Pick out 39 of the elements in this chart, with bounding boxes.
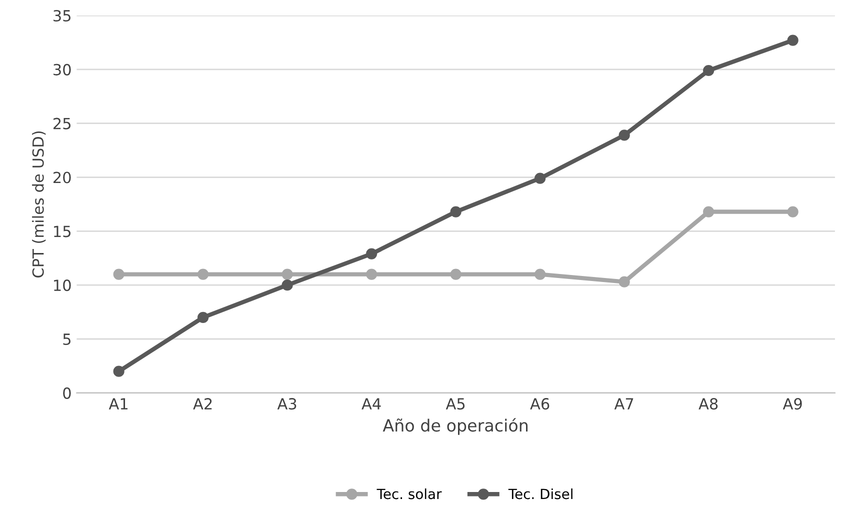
point xyxy=(113,268,124,280)
point xyxy=(113,366,124,377)
point xyxy=(618,276,630,288)
point xyxy=(787,34,798,46)
point xyxy=(450,206,462,218)
y-tick-label: 15 xyxy=(54,226,70,238)
point xyxy=(366,268,378,280)
point xyxy=(366,248,378,260)
point xyxy=(282,280,293,291)
point xyxy=(703,64,714,76)
point xyxy=(534,172,546,184)
legend-label: Tec. solar xyxy=(376,488,442,500)
y-tick-label: 5 xyxy=(63,334,70,346)
y-tick-label: 0 xyxy=(63,387,71,399)
x-tick-label: A8 xyxy=(698,398,718,410)
point xyxy=(282,268,293,280)
point xyxy=(450,268,462,280)
x-tick-label: A9 xyxy=(782,398,802,410)
y-tick-label: 25 xyxy=(53,118,70,130)
point xyxy=(703,206,714,218)
point xyxy=(534,268,546,280)
x-tick-label: A3 xyxy=(277,398,296,410)
x-tick-label: A4 xyxy=(362,398,381,410)
y-axis-title: CPT (miles de USD) xyxy=(32,131,46,278)
x-tick-label: A1 xyxy=(108,398,128,410)
y-tick-label: 20 xyxy=(53,172,71,184)
y-tick-label: 35 xyxy=(54,10,70,22)
y-tick-label: 10 xyxy=(54,280,71,292)
x-axis-title: Año de operación xyxy=(382,418,528,435)
y-tick-label: 30 xyxy=(54,64,71,76)
x-tick-label: A2 xyxy=(193,398,212,410)
point xyxy=(787,206,798,218)
x-tick-label: A6 xyxy=(530,398,550,410)
x-tick-label: A5 xyxy=(446,398,465,410)
x-tick-label: A7 xyxy=(614,398,634,410)
legend-label: Tec. Disel xyxy=(508,488,572,500)
point xyxy=(198,312,209,323)
point xyxy=(618,130,630,141)
point xyxy=(198,268,209,280)
